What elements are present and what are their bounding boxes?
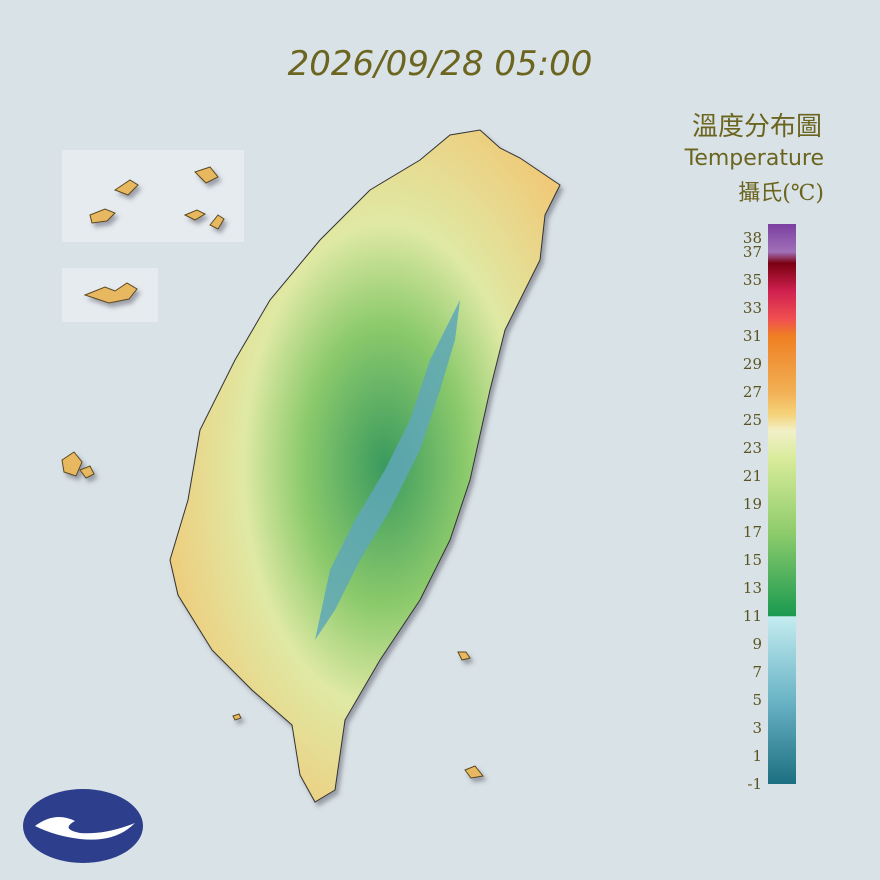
legend-tick-label: 9 (752, 635, 762, 653)
legend-tick-label: 23 (743, 439, 762, 457)
legend-tick-label: 31 (743, 327, 762, 345)
legend-tick-label: 15 (743, 551, 762, 569)
legend-tick-label: 11 (743, 607, 762, 625)
legend-tick-label: 7 (752, 663, 762, 681)
legend-tick-label: 37 (743, 243, 762, 261)
legend-unit: 攝氏(℃) (738, 181, 824, 206)
legend-tick-label: 38 (743, 229, 762, 247)
legend-tick-label: 21 (743, 467, 762, 485)
legend-tick-label: 17 (743, 523, 762, 541)
map-datetime: 2026/09/28 05:00 (288, 44, 593, 84)
agency-logo (23, 789, 143, 863)
legend-subtitle: Temperature (684, 146, 824, 171)
legend-tick-label: 35 (743, 271, 762, 289)
islands (61, 166, 484, 779)
legend-tick-label: 25 (743, 411, 762, 429)
legend-tick-label: 3 (752, 719, 762, 737)
legend-tick-label: 19 (743, 495, 762, 513)
taiwan-land (169, 129, 561, 803)
legend-tick-label: 5 (752, 691, 762, 709)
legend-tick-label: 13 (743, 579, 762, 597)
legend-tick-label: 33 (743, 299, 762, 317)
legend-tick-label: 29 (743, 355, 762, 373)
color-scale (768, 224, 796, 784)
legend-tick-label: 27 (743, 383, 762, 401)
logo-wave (35, 817, 135, 840)
mountain-range (315, 300, 460, 640)
legend-title: 溫度分布圖 (692, 112, 822, 142)
legend-tick-label: 1 (752, 747, 762, 765)
legend-tick-label: -1 (747, 775, 762, 793)
